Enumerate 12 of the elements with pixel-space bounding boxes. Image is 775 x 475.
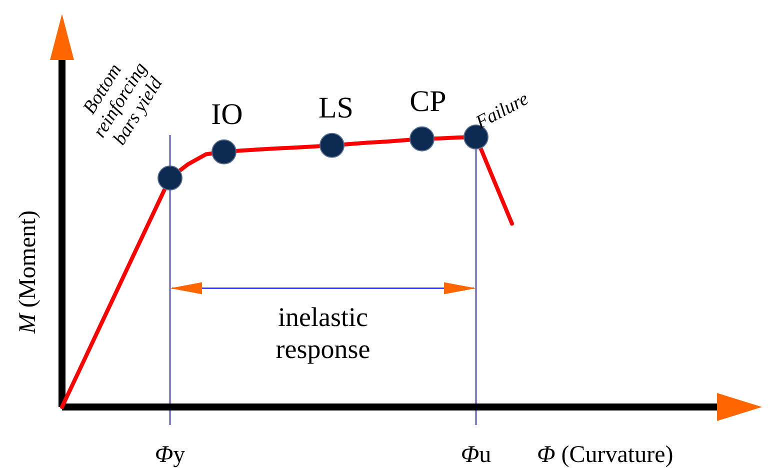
text: LS [318, 91, 354, 124]
text: CP [410, 84, 446, 118]
x-axis-title: Φ (Curvature) [537, 442, 674, 468]
x-tick-label: Φu [460, 442, 492, 468]
x-tick-label: Φy [154, 442, 186, 468]
point [212, 139, 236, 164]
text: IO [211, 98, 243, 131]
point [320, 132, 344, 158]
point [158, 166, 182, 191]
annotation: inelastic response [276, 302, 370, 364]
y-axis-title: M (Moment) [15, 210, 41, 335]
point [410, 126, 434, 152]
